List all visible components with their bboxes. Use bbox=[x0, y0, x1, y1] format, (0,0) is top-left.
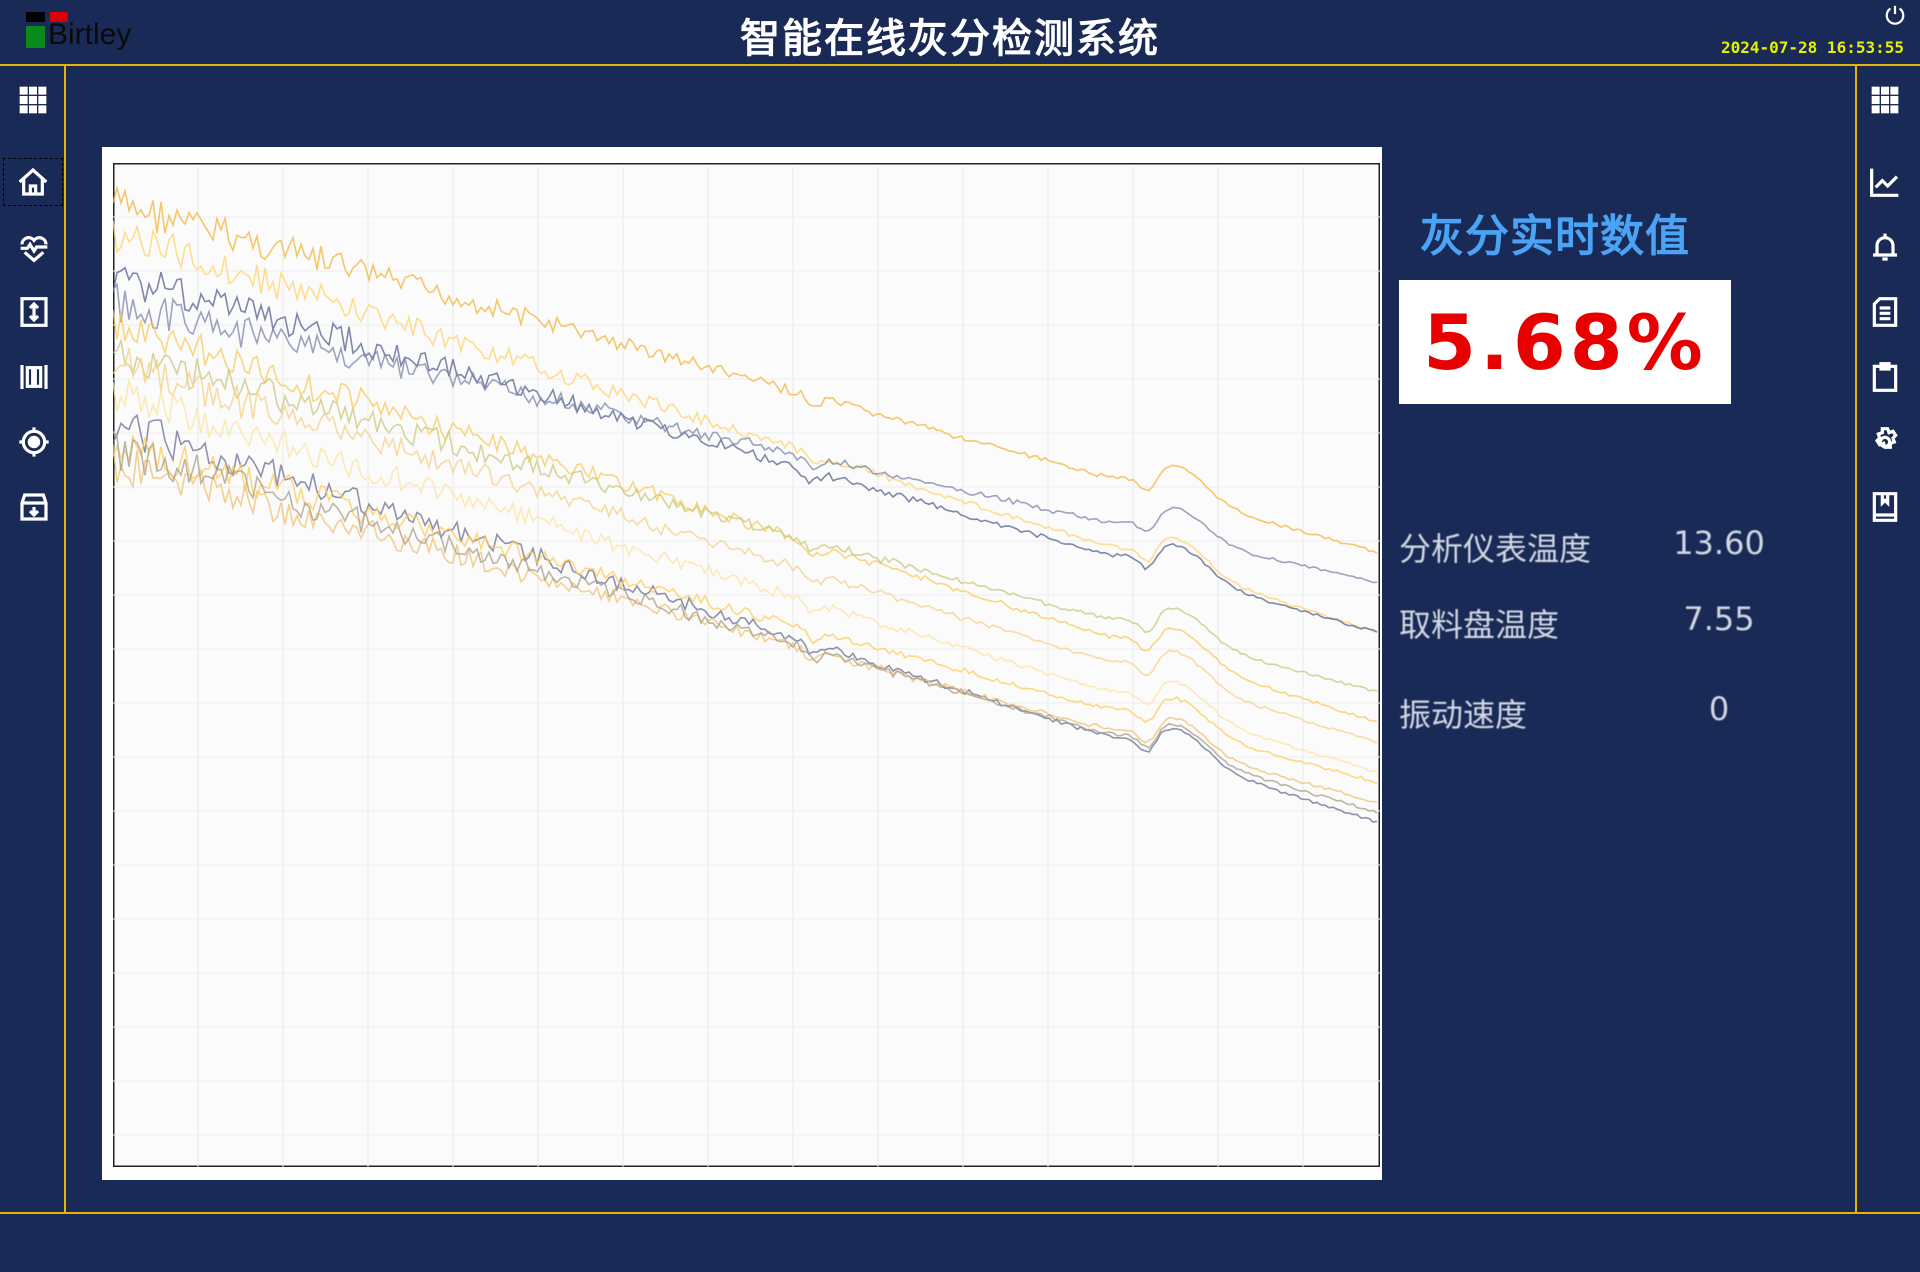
gear-icon[interactable] bbox=[1867, 424, 1903, 460]
archive-download-icon[interactable] bbox=[16, 489, 52, 525]
power-icon[interactable] bbox=[1884, 4, 1906, 26]
spectrum-line bbox=[113, 433, 1378, 785]
footer-divider bbox=[0, 1212, 1920, 1214]
spectrum-line bbox=[113, 338, 1378, 692]
grid-icon[interactable] bbox=[15, 82, 51, 118]
stat-value: 13.60 bbox=[1673, 524, 1765, 562]
right-sidebar-divider bbox=[1855, 64, 1857, 1212]
spectrum-line bbox=[113, 379, 1378, 772]
realtime-title: 灰分实时数值 bbox=[1420, 211, 1690, 262]
spectrum-line bbox=[113, 347, 1378, 744]
heart-pulse-icon[interactable] bbox=[16, 229, 52, 265]
spectrum-line bbox=[113, 220, 1378, 633]
spectrum-chart bbox=[102, 147, 1382, 1180]
stat-analyzer-temperature: 分析仪表温度 13.60 bbox=[1399, 524, 1799, 568]
stat-label: 分析仪表温度 bbox=[1399, 530, 1592, 568]
vertical-resize-icon[interactable] bbox=[16, 294, 52, 330]
plot-frame bbox=[113, 163, 1380, 1167]
logo-text: Birtley bbox=[48, 18, 132, 51]
home-icon[interactable] bbox=[3, 158, 63, 206]
ash-value: 5.68% bbox=[1423, 297, 1707, 387]
logo: Birtley bbox=[26, 10, 156, 52]
page-title: 智能在线灰分检测系统 bbox=[740, 16, 1160, 62]
spectrum-line bbox=[113, 309, 1378, 723]
spectrum-line bbox=[113, 443, 1378, 803]
stat-value: 7.55 bbox=[1683, 600, 1755, 638]
spectrum-line bbox=[113, 266, 1378, 633]
stat-label: 取料盘温度 bbox=[1399, 606, 1560, 644]
spectrum-plot bbox=[113, 163, 1380, 1167]
grid-icon[interactable] bbox=[1867, 82, 1903, 118]
spectrum-line bbox=[113, 185, 1378, 554]
stat-label: 振动速度 bbox=[1399, 696, 1528, 734]
spectrum-line bbox=[113, 413, 1378, 823]
datetime: 2024-07-28 16:53:55 bbox=[1720, 38, 1904, 57]
clipboard-icon[interactable] bbox=[1867, 359, 1903, 395]
bell-icon[interactable] bbox=[1867, 229, 1903, 265]
realtime-value-box: 5.68% bbox=[1399, 280, 1731, 404]
stat-tray-temperature: 取料盘温度 7.55 bbox=[1399, 600, 1799, 644]
book-icon[interactable] bbox=[1867, 489, 1903, 525]
target-icon[interactable] bbox=[16, 424, 52, 460]
left-sidebar-divider bbox=[64, 64, 66, 1212]
stat-vibration-speed: 振动速度 0 bbox=[1399, 690, 1799, 734]
header-divider bbox=[0, 64, 1920, 66]
spectrum-line bbox=[113, 430, 1378, 814]
line-chart-icon[interactable] bbox=[1867, 164, 1903, 200]
stat-value: 0 bbox=[1708, 690, 1730, 728]
barcode-icon[interactable] bbox=[16, 359, 52, 395]
document-icon[interactable] bbox=[1867, 294, 1903, 330]
spectrum-line bbox=[113, 282, 1378, 584]
